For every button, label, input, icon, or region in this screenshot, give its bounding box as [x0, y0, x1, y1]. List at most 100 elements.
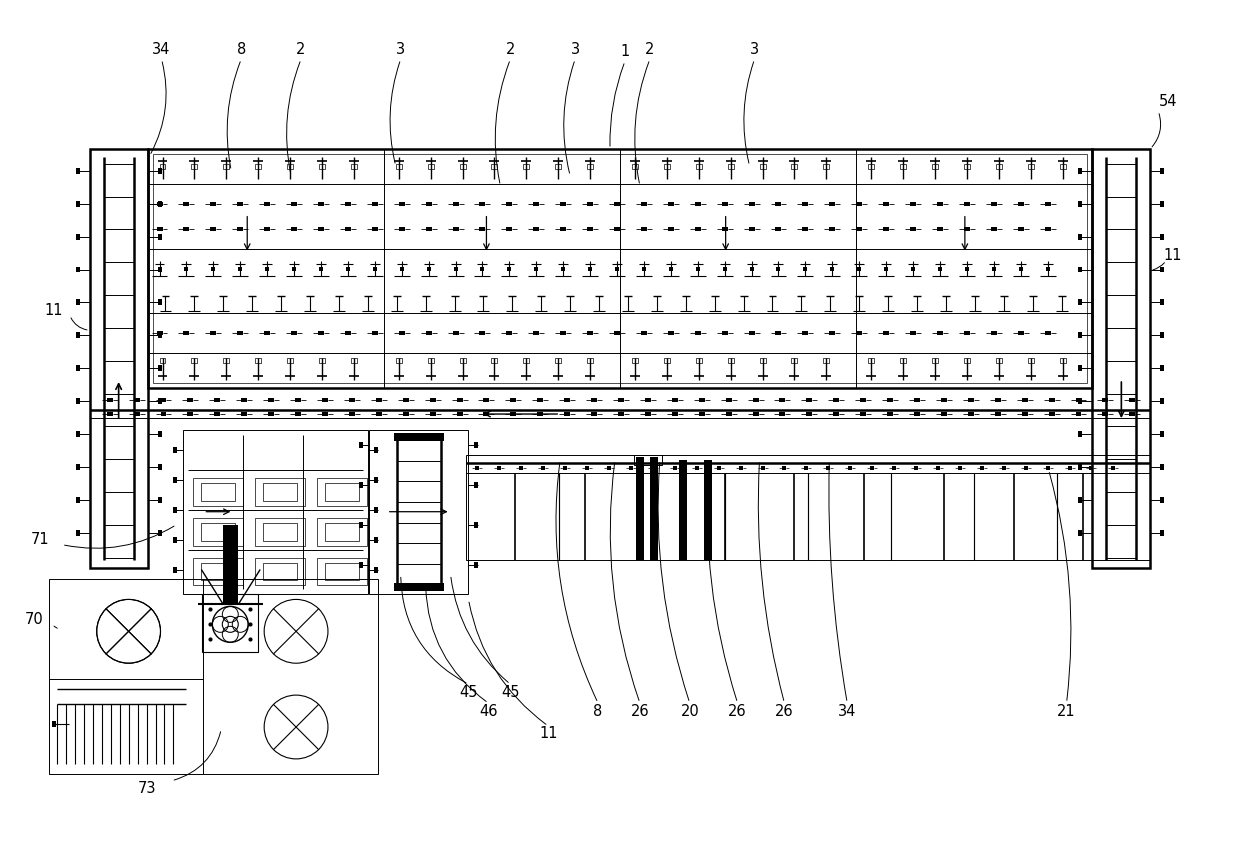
Bar [663, 358, 670, 363]
Bar [722, 332, 728, 335]
Bar [156, 226, 162, 231]
Bar [185, 266, 188, 271]
Bar [806, 398, 812, 402]
Bar [608, 466, 611, 470]
Bar [1019, 266, 1023, 271]
Bar [427, 266, 430, 271]
Bar [749, 202, 755, 206]
Text: 71: 71 [31, 533, 50, 547]
Bar [804, 266, 807, 271]
Bar [749, 266, 754, 271]
Bar [237, 202, 243, 206]
Bar [345, 202, 351, 206]
Bar [255, 358, 262, 363]
Bar [295, 398, 301, 402]
Bar [717, 466, 720, 470]
Bar [1161, 431, 1164, 437]
Bar [1079, 234, 1083, 240]
Bar [520, 466, 523, 470]
Bar [699, 412, 704, 416]
Bar [265, 266, 269, 271]
Bar [174, 477, 177, 483]
Bar [187, 412, 193, 416]
Bar [325, 483, 358, 501]
Bar [537, 412, 543, 416]
Bar [319, 358, 325, 363]
Bar [1044, 202, 1050, 206]
Bar [373, 477, 378, 483]
Bar [376, 398, 382, 402]
Bar [372, 332, 378, 335]
Bar [1079, 365, 1083, 371]
Bar [193, 517, 243, 545]
Text: 26: 26 [775, 704, 794, 718]
Bar [396, 164, 402, 169]
Bar [215, 398, 221, 402]
Bar [857, 332, 862, 335]
Bar [1161, 234, 1164, 240]
Bar [883, 202, 889, 206]
Bar [996, 164, 1002, 169]
Bar [857, 202, 862, 206]
Bar [1102, 412, 1109, 416]
Bar [534, 266, 538, 271]
Bar [191, 358, 197, 363]
Bar [157, 299, 161, 305]
Bar [291, 332, 298, 335]
Bar [830, 202, 836, 206]
Bar [193, 477, 243, 505]
Bar [373, 447, 378, 453]
Bar [76, 201, 79, 207]
Bar [994, 398, 1001, 402]
Bar [937, 332, 942, 335]
Bar [268, 412, 274, 416]
Bar [791, 164, 797, 169]
Bar [760, 358, 765, 363]
Bar [723, 266, 727, 271]
Bar [587, 164, 593, 169]
Bar [174, 566, 177, 572]
Bar [823, 358, 830, 363]
Bar [1022, 412, 1028, 416]
Bar [728, 164, 734, 169]
Bar [887, 412, 893, 416]
Bar [255, 558, 305, 585]
Bar [533, 202, 539, 206]
Text: 46: 46 [479, 704, 497, 718]
Bar [453, 202, 459, 206]
Bar [739, 466, 743, 470]
Text: 3: 3 [396, 42, 405, 57]
Bar [641, 202, 647, 206]
Text: 11: 11 [539, 727, 558, 741]
Text: 54: 54 [1159, 93, 1178, 109]
Bar [491, 164, 497, 169]
Bar [914, 466, 918, 470]
Bar [157, 530, 161, 536]
Bar [399, 332, 404, 335]
Bar [1044, 332, 1050, 335]
Bar [295, 412, 301, 416]
Bar [910, 226, 916, 231]
Bar [694, 466, 699, 470]
Bar [288, 164, 293, 169]
Bar [980, 466, 983, 470]
Bar [211, 332, 216, 335]
Bar [533, 332, 539, 335]
Bar [191, 164, 197, 169]
Bar [403, 398, 409, 402]
Bar [782, 466, 786, 470]
Bar [591, 412, 598, 416]
Text: 45: 45 [459, 684, 477, 700]
Bar [963, 226, 970, 231]
Bar [848, 466, 852, 470]
Bar [587, 358, 593, 363]
Bar [636, 457, 644, 560]
Bar [1111, 466, 1115, 470]
Text: 8: 8 [237, 42, 246, 57]
Bar [394, 433, 444, 441]
Bar [288, 358, 293, 363]
Bar [345, 226, 351, 231]
Bar [668, 226, 673, 231]
Bar [870, 466, 874, 470]
Bar [673, 466, 677, 470]
